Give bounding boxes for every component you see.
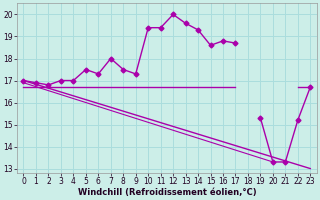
X-axis label: Windchill (Refroidissement éolien,°C): Windchill (Refroidissement éolien,°C) xyxy=(77,188,256,197)
